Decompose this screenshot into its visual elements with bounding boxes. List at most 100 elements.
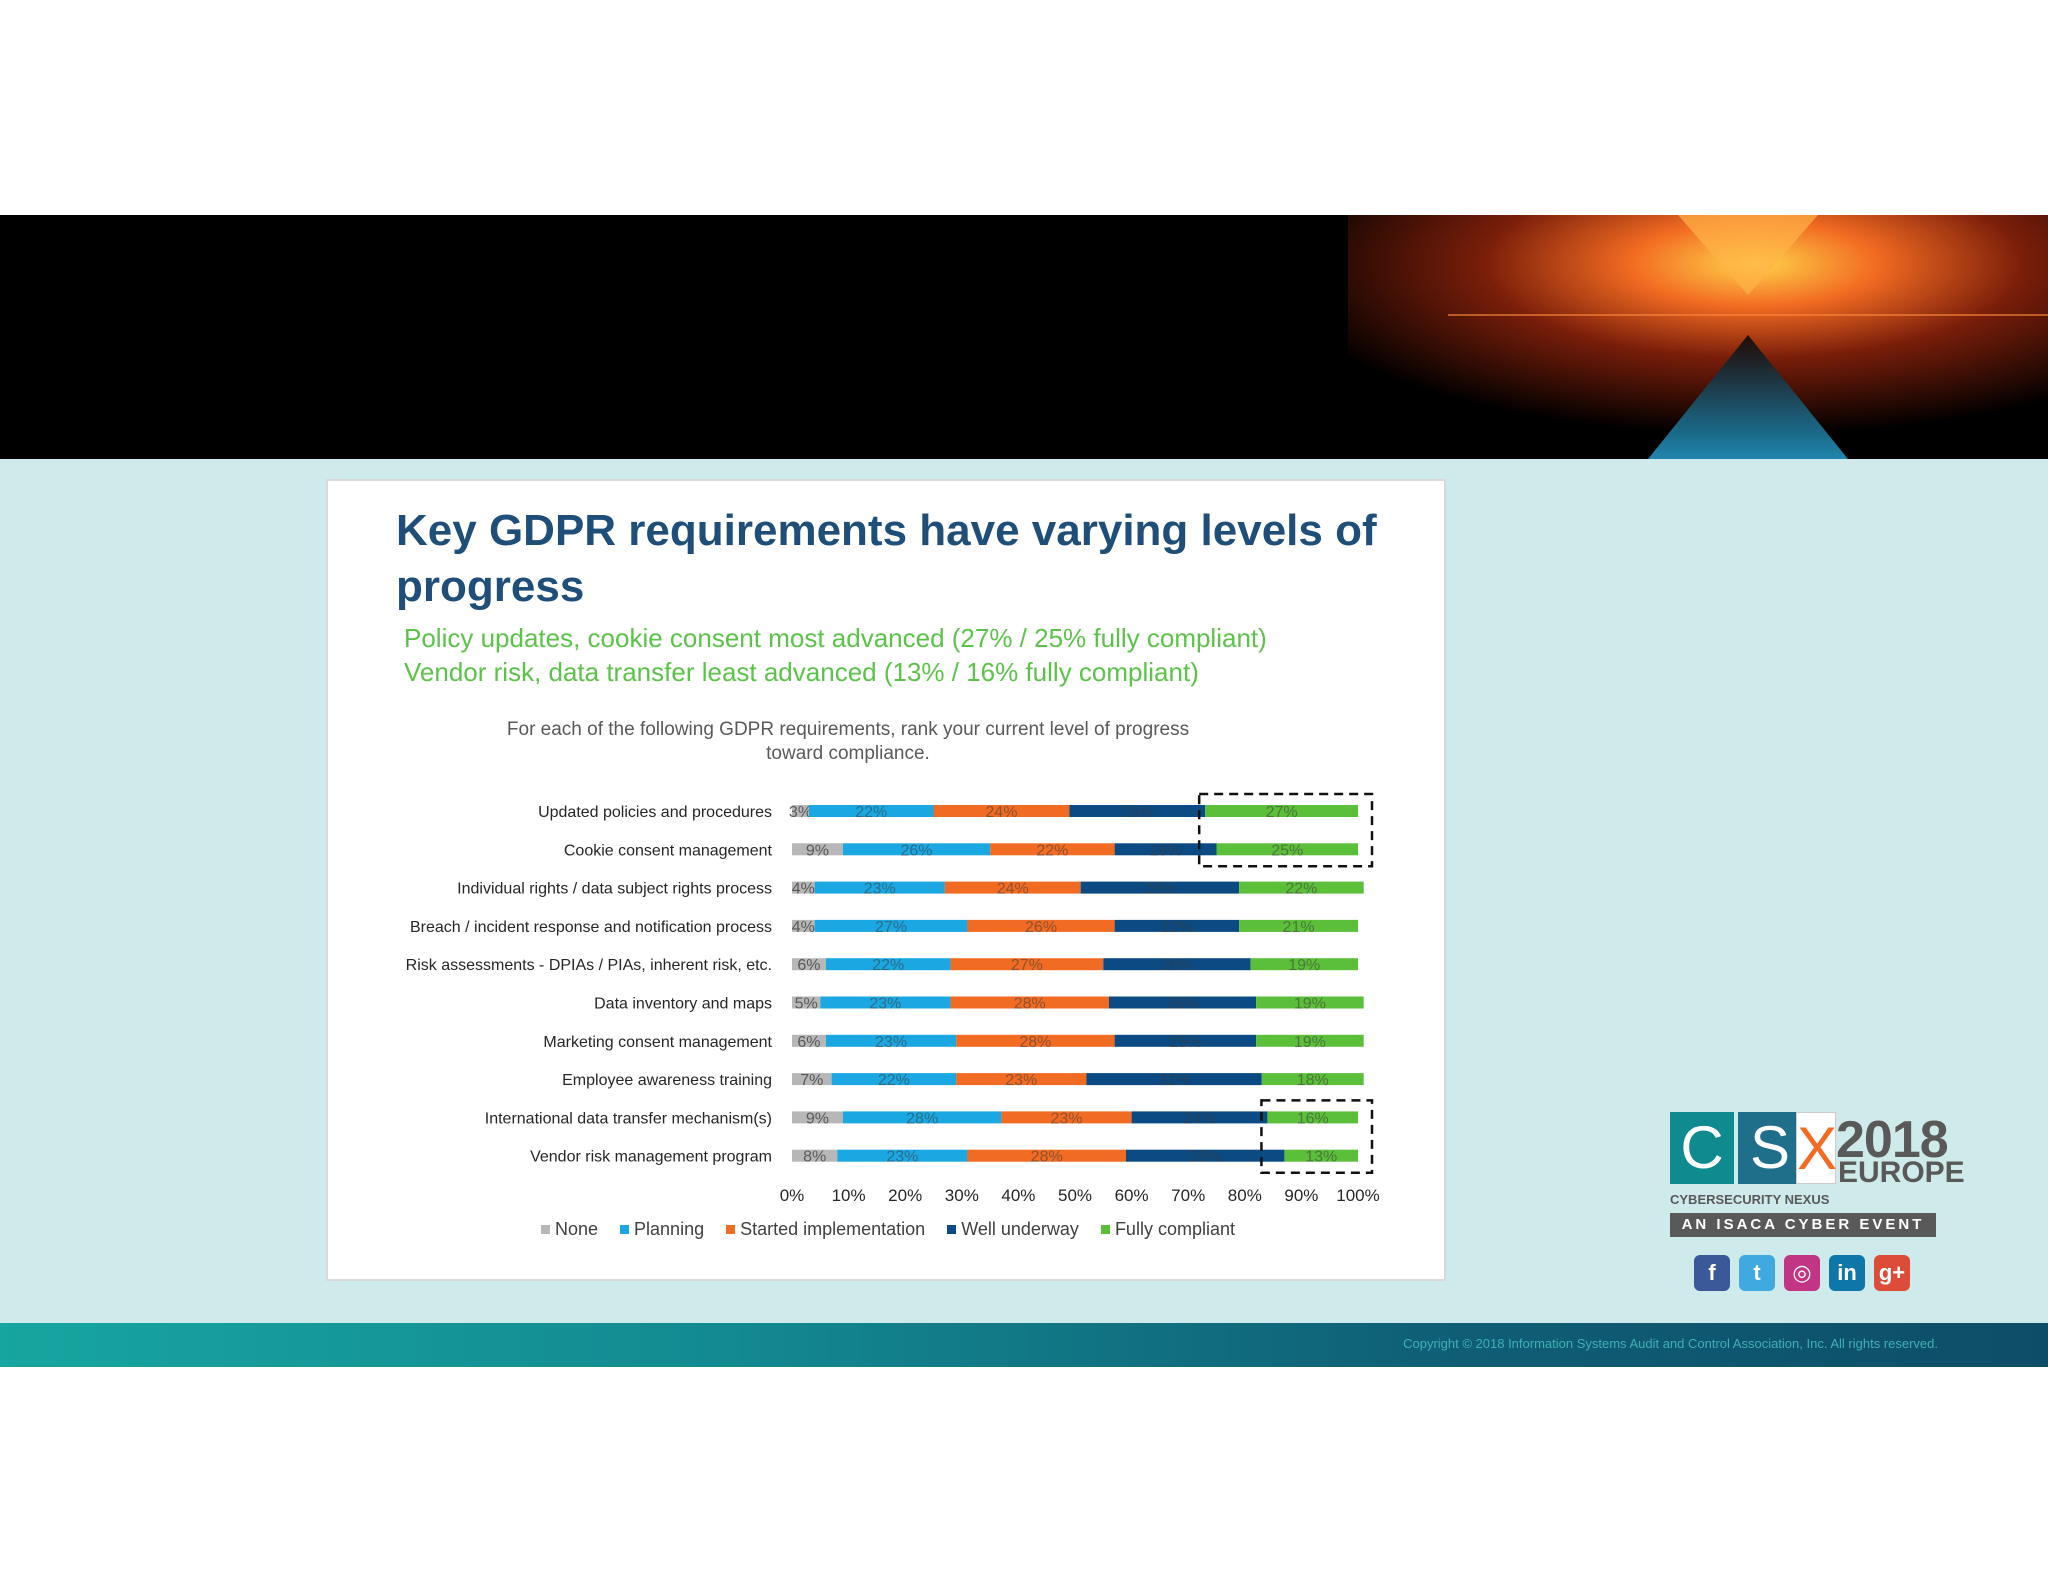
- bar-data-label: 24%: [997, 881, 1029, 898]
- bar-data-label: 31%: [1158, 1072, 1190, 1089]
- bar-segment-fully-compliant: [1216, 843, 1358, 856]
- subtitle-line-2: Vendor risk, data transfer least advance…: [404, 657, 1199, 687]
- bar-segment-planning: [842, 1111, 1002, 1124]
- category-label: Cookie consent management: [564, 842, 773, 859]
- bar-segment-well-underway: [1080, 881, 1240, 894]
- bar-segment-planning: [825, 958, 951, 971]
- bar-data-label: 28%: [1144, 881, 1176, 898]
- legend-swatch: [947, 1225, 957, 1234]
- bar-data-label: 25%: [1169, 1034, 1201, 1051]
- x-tick-label: 10%: [832, 1186, 866, 1205]
- x-tick-label: 60%: [1115, 1186, 1149, 1205]
- category-label: Marketing consent management: [543, 1034, 772, 1051]
- bar-data-label: 26%: [901, 842, 933, 859]
- legend-label: None: [555, 1219, 599, 1239]
- bar-segment-fully-compliant: [1239, 881, 1364, 894]
- bar-segment-started-implementation: [956, 1034, 1115, 1047]
- bar-segment-well-underway: [1086, 1073, 1262, 1086]
- slide-card: Key GDPR requirements have varying level…: [326, 479, 1446, 1281]
- bar-segment-none: [792, 843, 843, 856]
- bar-data-label: 27%: [1011, 957, 1043, 974]
- bar-segment-planning: [837, 1149, 968, 1162]
- bar-data-label: 23%: [869, 996, 901, 1013]
- bar-data-label: 23%: [1050, 1110, 1082, 1127]
- bar-data-label: 22%: [878, 1072, 910, 1089]
- x-tick-label: 90%: [1284, 1186, 1318, 1205]
- bar-data-label: 28%: [1189, 1149, 1221, 1166]
- bar-segment-started-implementation: [950, 958, 1104, 971]
- survey-question-line-2: toward compliance.: [766, 743, 930, 764]
- logo-tagline: CYBERSECURITY NEXUS: [1670, 1192, 1830, 1207]
- legend-item: Well underway: [947, 1219, 1079, 1240]
- bar-data-label: 6%: [797, 957, 820, 974]
- bar-segment-fully-compliant: [1267, 1111, 1358, 1124]
- legend-label: Started implementation: [740, 1219, 926, 1239]
- bar-segment-fully-compliant: [1256, 1034, 1364, 1047]
- twitter-icon[interactable]: t: [1739, 1255, 1775, 1291]
- legend-label: Well underway: [961, 1219, 1079, 1239]
- bar-segment-none: [792, 1073, 832, 1086]
- bar-segment-fully-compliant: [1256, 996, 1364, 1009]
- csx-logo: C S X 2018 EUROPE CYBERSECURITY NEXUS AN…: [1670, 1110, 1965, 1295]
- bar-segment-planning: [825, 1034, 957, 1047]
- bar-data-label: 9%: [806, 1110, 829, 1127]
- bar-segment-well-underway: [1069, 805, 1206, 817]
- chart-legend: None Planning Started implementation Well u…: [508, 1219, 1268, 1240]
- instagram-icon[interactable]: ◎: [1784, 1255, 1820, 1291]
- bar-data-label: 23%: [886, 1149, 918, 1166]
- bar-data-label: 28%: [906, 1110, 938, 1127]
- bar-segment-planning: [820, 996, 951, 1009]
- category-label: Breach / incident response and notificat…: [410, 919, 772, 936]
- bar-segment-fully-compliant: [1261, 1073, 1364, 1086]
- bar-data-label: 19%: [1288, 957, 1320, 974]
- bar-data-label: 23%: [1005, 1072, 1037, 1089]
- legend-label: Planning: [634, 1219, 705, 1239]
- survey-question-line-1: For each of the following GDPR requireme…: [506, 719, 1190, 740]
- logo-letter-s: S: [1738, 1112, 1802, 1184]
- bar-data-label: 19%: [1294, 1034, 1326, 1051]
- bar-data-label: 27%: [1266, 804, 1298, 821]
- linkedin-icon[interactable]: in: [1829, 1255, 1865, 1291]
- copyright-text: Copyright © 2018 Information Systems Aud…: [1403, 1336, 1938, 1351]
- bar-segment-fully-compliant: [1250, 958, 1358, 971]
- bar-data-label: 8%: [803, 1149, 826, 1166]
- bar-data-label: 25%: [1271, 842, 1303, 859]
- bar-segment-none: [792, 996, 821, 1009]
- bar-segment-well-underway: [1108, 996, 1257, 1009]
- legend-swatch: [620, 1225, 630, 1234]
- bar-segment-well-underway: [1114, 843, 1217, 856]
- googleplus-icon[interactable]: g+: [1874, 1255, 1910, 1291]
- bar-segment-none: [792, 958, 826, 971]
- bar-data-label: 22%: [1161, 919, 1193, 936]
- bar-data-label: 24%: [1121, 804, 1153, 821]
- bar-segment-planning: [842, 843, 991, 856]
- logo-region: EUROPE: [1838, 1156, 1965, 1189]
- legend-item: Fully compliant: [1100, 1219, 1235, 1240]
- bar-data-label: 23%: [864, 881, 896, 898]
- bar-segment-started-implementation: [944, 881, 1081, 894]
- bar-data-label: 28%: [1019, 1034, 1051, 1051]
- category-label: Data inventory and maps: [594, 996, 772, 1013]
- x-tick-label: 40%: [1001, 1186, 1035, 1205]
- footer-bar: Copyright © 2018 Information Systems Aud…: [0, 1323, 2048, 1367]
- bar-segment-none: [792, 805, 809, 817]
- bar-segment-started-implementation: [956, 1073, 1087, 1086]
- bar-segment-well-underway: [1125, 1149, 1285, 1162]
- bar-segment-none: [792, 1111, 843, 1124]
- legend-swatch: [1100, 1225, 1110, 1234]
- category-label: Individual rights / data subject rights …: [457, 881, 772, 898]
- bar-data-label: 28%: [1031, 1149, 1063, 1166]
- logo-event-banner: AN ISACA CYBER EVENT: [1670, 1213, 1936, 1237]
- social-links: f t ◎ in g+: [1694, 1255, 1910, 1291]
- bar-data-label: 22%: [1036, 842, 1068, 859]
- slide-title: Key GDPR requirements have varying level…: [396, 506, 1377, 611]
- bar-data-label: 19%: [1294, 996, 1326, 1013]
- bar-data-label: 26%: [1161, 957, 1193, 974]
- bar-segment-planning: [814, 881, 945, 894]
- facebook-icon[interactable]: f: [1694, 1255, 1730, 1291]
- bar-data-label: 13%: [1305, 1149, 1337, 1166]
- legend-label: Fully compliant: [1114, 1219, 1235, 1239]
- bar-data-label: 26%: [1025, 919, 1057, 936]
- header-banner: [0, 215, 2048, 459]
- legend-item: Started implementation: [726, 1219, 925, 1240]
